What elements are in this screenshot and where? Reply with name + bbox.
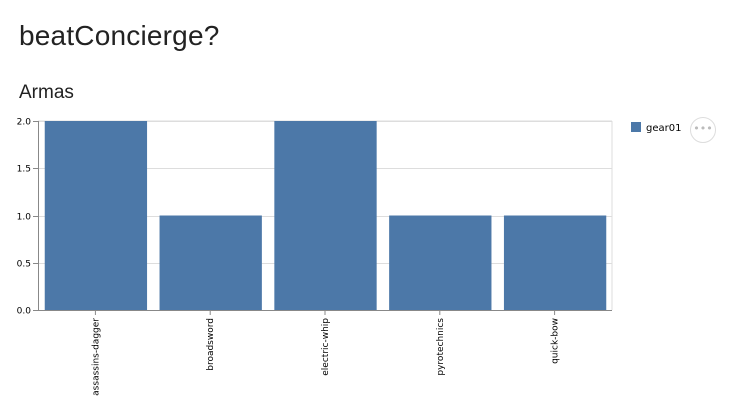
bar-broadsword[interactable] <box>159 215 262 311</box>
bar-assassins-dagger[interactable] <box>44 121 148 310</box>
x-tick-label: assassins-dagger <box>91 318 101 396</box>
bar-electric-whip[interactable] <box>274 121 377 310</box>
legend[interactable]: gear01 <box>631 122 681 134</box>
bar-quick-bow[interactable] <box>503 215 607 311</box>
bars <box>44 121 607 311</box>
x-tick-label: quick-bow <box>551 318 561 364</box>
x-axis-ticks: assassins-dagger broadsword electric-whip p… <box>91 310 561 396</box>
y-tick-label: 1.5 <box>17 165 31 175</box>
chart-menu-button[interactable]: ••• <box>690 117 716 143</box>
y-tick-label: 1.0 <box>17 213 32 223</box>
page-title: beatConcierge? <box>19 20 220 51</box>
legend-swatch[interactable] <box>631 122 641 132</box>
x-tick-label: electric-whip <box>321 318 331 376</box>
section-title: Armas <box>19 82 74 103</box>
y-tick-label: 2.0 <box>17 118 32 128</box>
y-tick-label: 0.0 <box>17 307 32 317</box>
ellipsis-icon: ••• <box>693 122 713 135</box>
x-tick-label: broadsword <box>206 318 216 371</box>
y-axis-ticks: 0.0 0.5 1.0 1.5 2.0 <box>17 118 38 317</box>
x-tick-label: pyrotechnics <box>436 318 446 376</box>
y-tick-label: 0.5 <box>17 260 31 270</box>
legend-label[interactable]: gear01 <box>646 123 681 134</box>
bar-pyrotechnics[interactable] <box>389 215 492 311</box>
